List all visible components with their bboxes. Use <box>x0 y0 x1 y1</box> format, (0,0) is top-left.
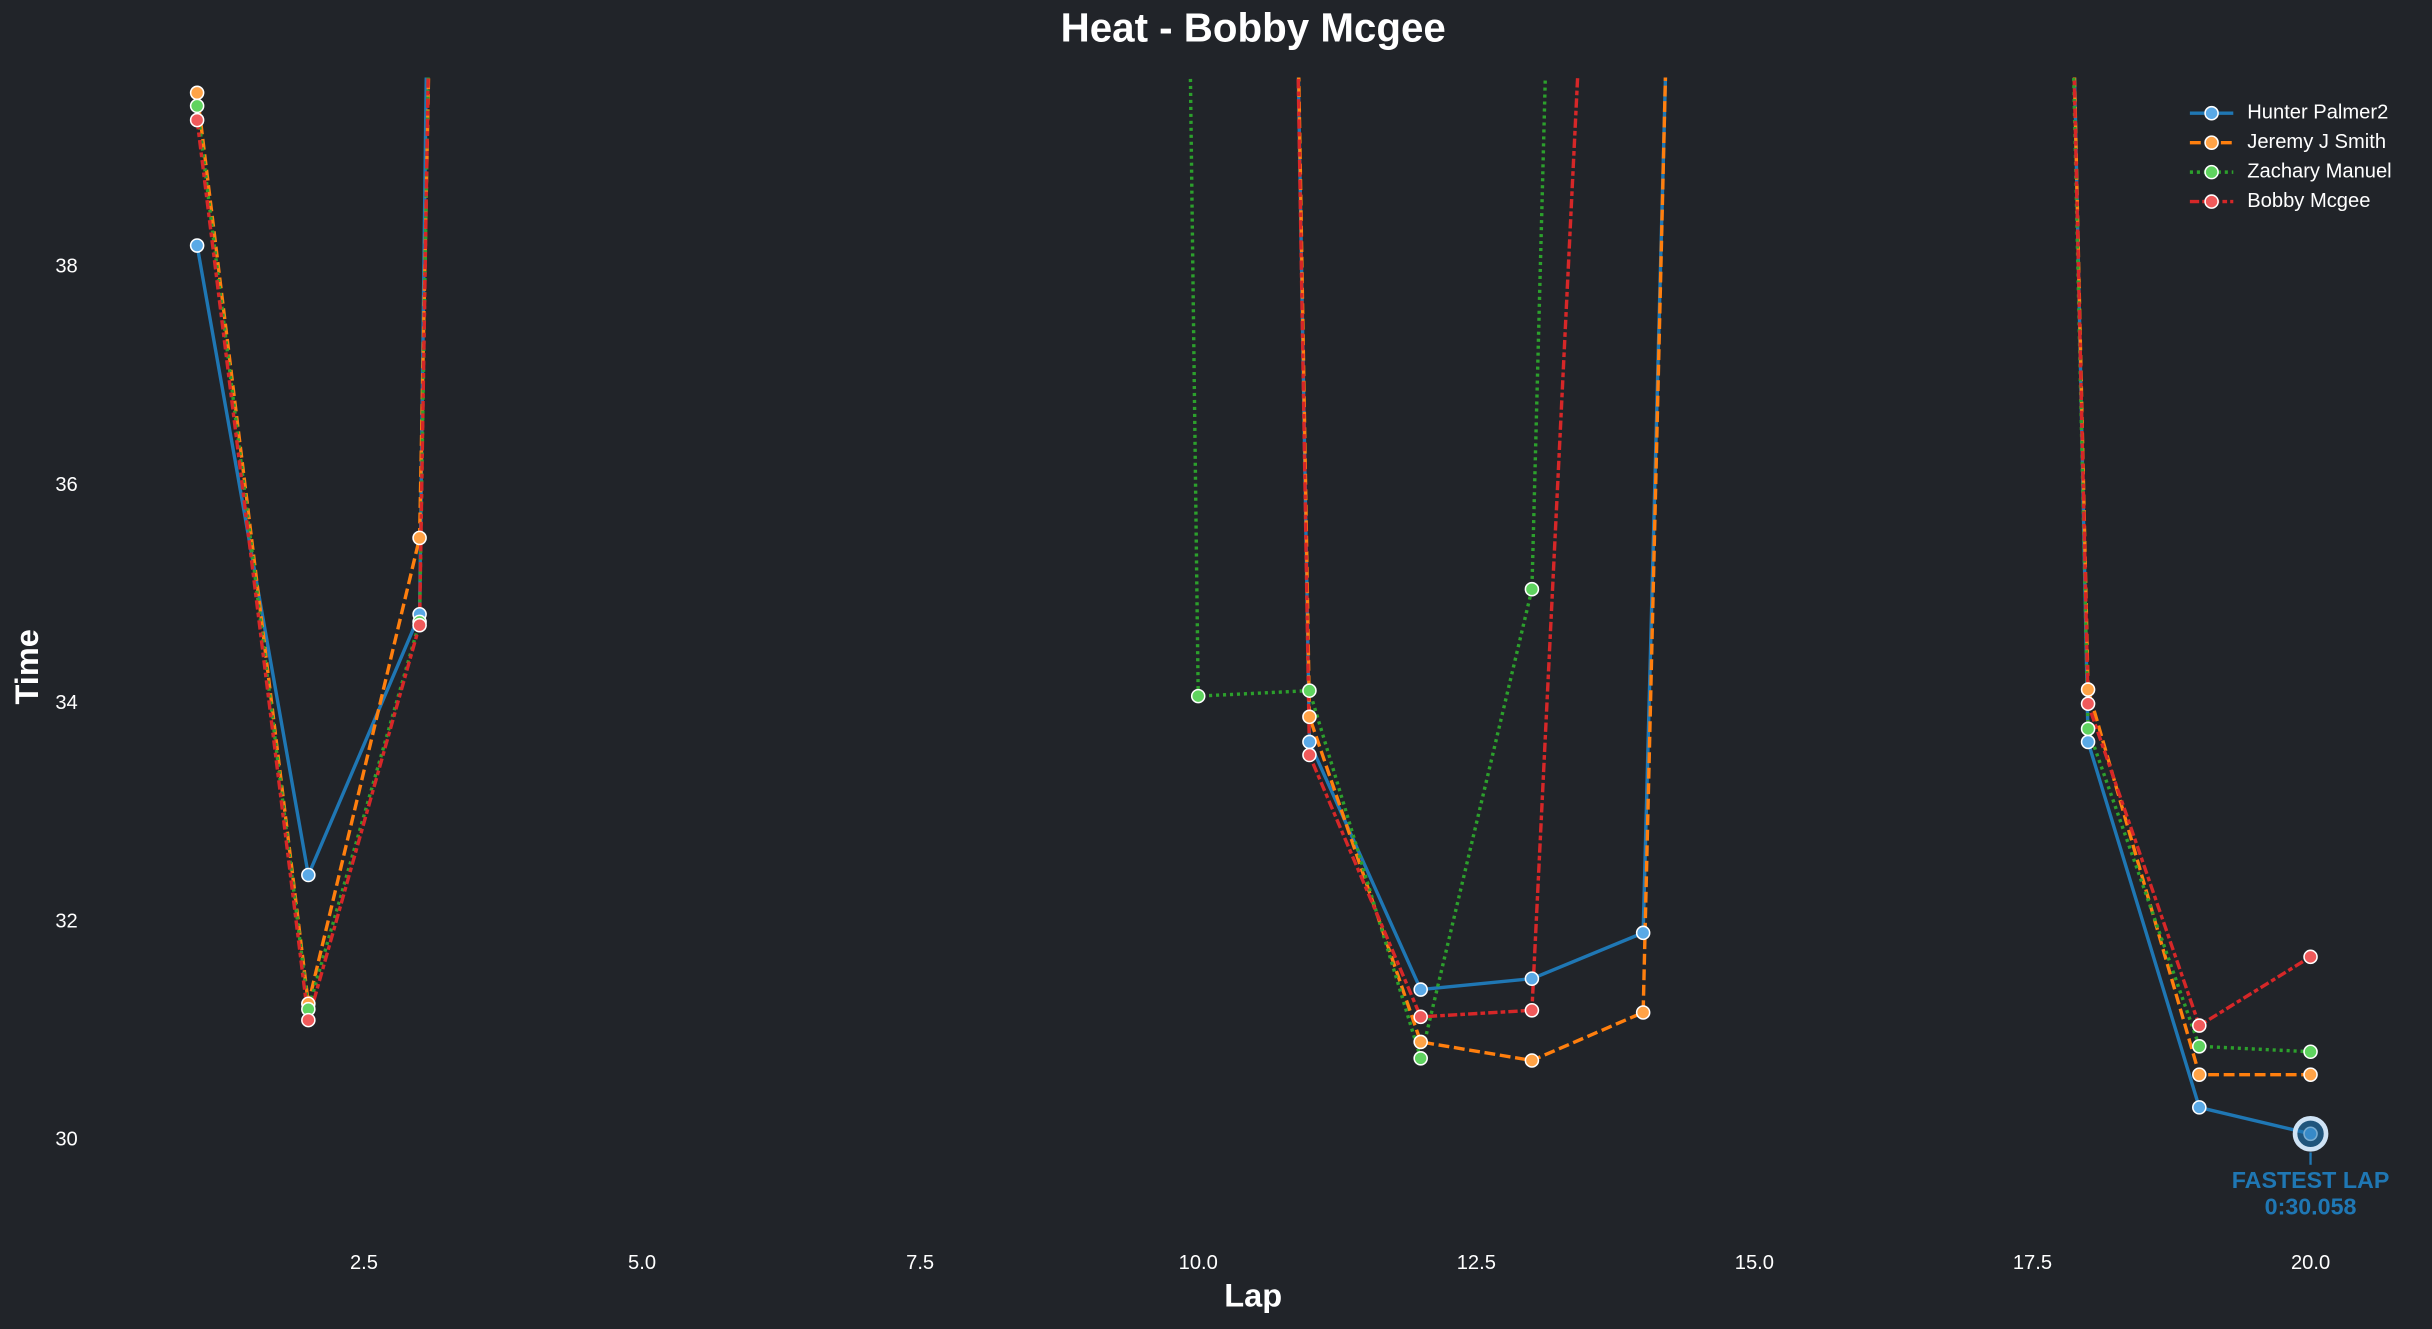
data-point <box>1413 982 1428 997</box>
data-point <box>2192 1039 2207 1054</box>
data-point <box>412 617 427 633</box>
legend-label: Jeremy J Smith <box>2247 131 2386 153</box>
legend-label: Hunter Palmer2 <box>2247 102 2388 124</box>
data-point <box>189 112 205 128</box>
data-point <box>1635 1005 1651 1020</box>
series-line <box>195 77 2311 1136</box>
data-point <box>2080 734 2096 750</box>
legend-marker <box>2204 105 2219 121</box>
series-line <box>195 77 2311 1077</box>
legend-label: Bobby Mcgee <box>2247 190 2370 212</box>
y-tick-label: 36 <box>55 474 77 496</box>
y-tick-label: 38 <box>55 256 77 278</box>
x-tick-label: 15.0 <box>1735 1252 1774 1274</box>
data-point <box>1302 683 1317 698</box>
fastest-lap-marker <box>2292 1115 2329 1152</box>
legend-marker <box>2204 194 2219 209</box>
x-tick-label: 12.5 <box>1457 1252 1496 1274</box>
x-tick-label: 17.5 <box>2013 1252 2052 1274</box>
data-point <box>412 530 427 546</box>
data-point <box>2303 949 2318 965</box>
data-point <box>1302 709 1317 725</box>
data-point <box>189 98 205 114</box>
data-point <box>1302 734 1317 750</box>
legend-label: Zachary Manuel <box>2247 160 2391 182</box>
plot-area <box>189 77 2318 1142</box>
data-point <box>189 238 205 253</box>
data-point <box>2192 1100 2207 1115</box>
series-line <box>195 77 2311 1065</box>
y-tick-label: 32 <box>55 910 77 932</box>
x-tick-label: 20.0 <box>2291 1252 2330 1274</box>
data-point <box>2192 1067 2207 1082</box>
data-point <box>1524 581 1540 597</box>
data-point <box>1413 1051 1428 1066</box>
data-point <box>1524 1053 1540 1068</box>
data-point <box>2303 1044 2318 1060</box>
y-tick-label: 30 <box>55 1128 77 1150</box>
y-tick-label: 34 <box>55 692 77 714</box>
data-point <box>2303 1067 2318 1082</box>
data-point <box>1302 747 1317 763</box>
data-point <box>1524 1003 1540 1018</box>
data-point <box>1190 688 1206 704</box>
x-tick-label: 10.0 <box>1179 1252 1218 1274</box>
data-point <box>1524 971 1540 986</box>
legend-marker <box>2204 164 2219 180</box>
series-line <box>195 77 2312 1029</box>
data-point <box>2080 721 2096 737</box>
data-point <box>1635 925 1651 941</box>
data-point <box>301 1012 316 1028</box>
data-point <box>1413 1009 1428 1025</box>
annotation-text: 0:30.058 <box>2265 1193 2357 1219</box>
data-point <box>2080 696 2096 712</box>
data-point <box>2080 682 2096 697</box>
data-point <box>301 867 316 883</box>
data-point <box>189 85 205 101</box>
data-point <box>1413 1034 1428 1050</box>
annotation-text: FASTEST LAP <box>2232 1167 2390 1193</box>
y-axis-label: Time <box>9 629 45 704</box>
data-point <box>2192 1018 2207 1033</box>
x-tick-label: 7.5 <box>906 1252 934 1274</box>
x-tick-label: 5.0 <box>628 1252 656 1274</box>
x-axis-label: Lap <box>1224 1278 1282 1314</box>
chart-title: Heat - Bobby Mcgee <box>1061 6 1446 51</box>
legend-marker <box>2204 135 2219 150</box>
x-tick-label: 2.5 <box>350 1252 378 1274</box>
